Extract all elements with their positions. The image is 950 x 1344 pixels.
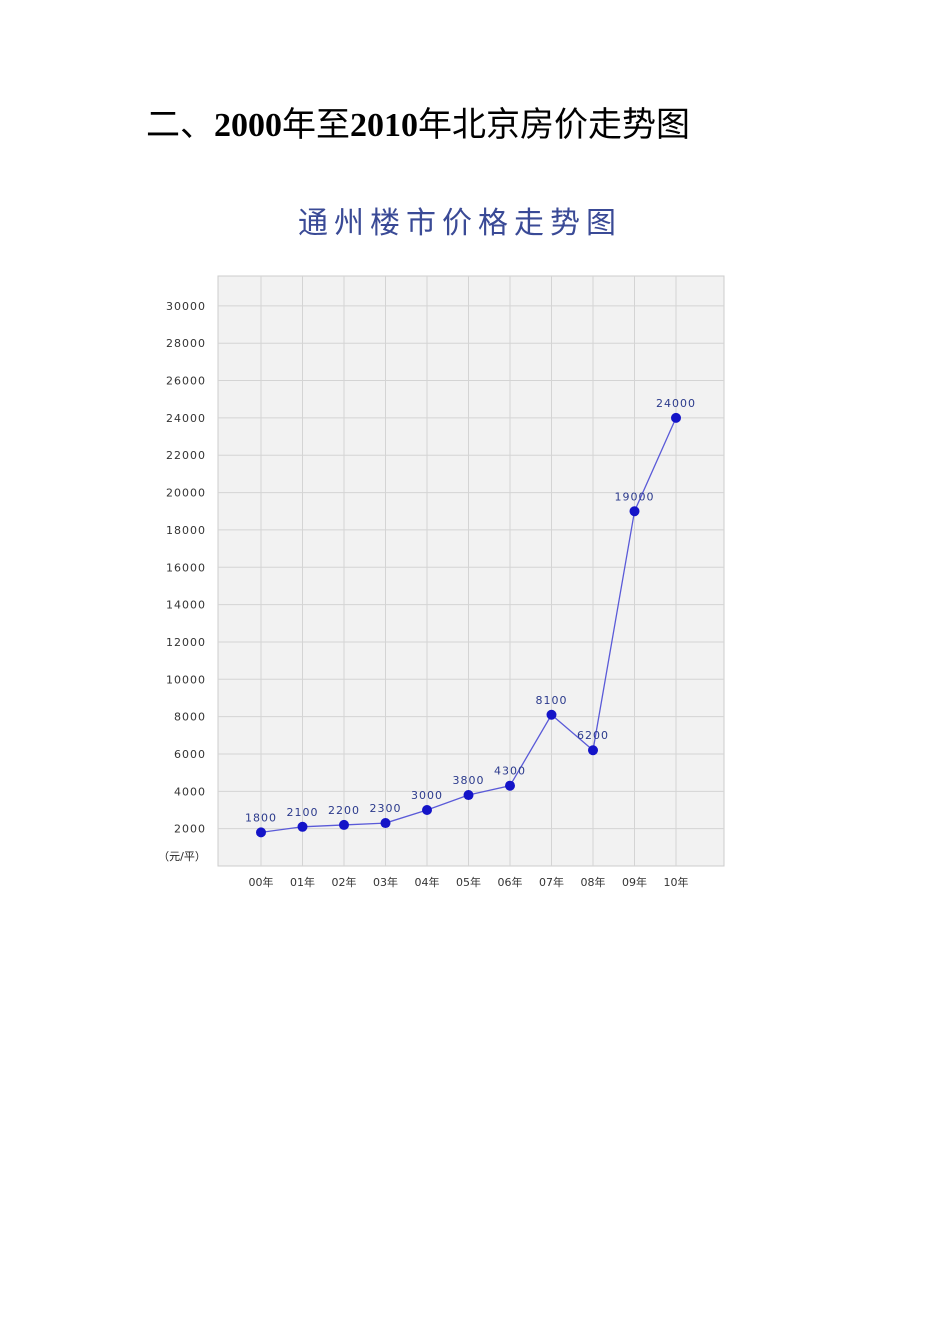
page-heading: 二、2000年至2010年北京房价走势图	[146, 100, 690, 151]
data-label: 8100	[536, 694, 568, 707]
y-tick-label: 22000	[166, 449, 206, 462]
x-tick-label: 09年	[622, 875, 647, 889]
x-tick-label: 10年	[664, 875, 689, 889]
data-label: 3000	[411, 789, 443, 802]
y-tick-label: 24000	[166, 412, 206, 425]
y-tick-label: 18000	[166, 524, 206, 537]
x-tick-label: 07年	[539, 875, 564, 889]
x-tick-label: 06年	[498, 875, 523, 889]
y-unit-label: （元/平）	[158, 850, 206, 863]
data-label: 4300	[494, 765, 526, 778]
data-point	[629, 506, 640, 517]
y-tick-label: 2000	[174, 823, 206, 836]
y-tick-label: 6000	[174, 748, 206, 761]
y-tick-label: 16000	[166, 561, 206, 574]
data-label: 19000	[615, 490, 655, 503]
chart-title: 通州楼市价格走势图	[298, 206, 622, 241]
data-point	[588, 745, 598, 756]
data-point	[380, 818, 391, 829]
x-tick-label: 03年	[373, 875, 398, 889]
x-tick-label: 00年	[249, 875, 274, 889]
y-tick-label: 30000	[166, 300, 206, 313]
data-point	[297, 821, 308, 832]
y-tick-label: 28000	[166, 337, 206, 350]
data-label: 3800	[453, 774, 485, 787]
y-tick-label: 4000	[174, 785, 206, 798]
data-point	[671, 412, 681, 423]
data-label: 24000	[656, 397, 696, 410]
x-tick-label: 01年	[290, 875, 315, 889]
y-tick-label: 14000	[166, 599, 206, 612]
y-tick-label: 26000	[166, 375, 206, 388]
data-point	[339, 819, 349, 830]
x-tick-label: 04年	[415, 875, 440, 889]
data-label: 6200	[577, 729, 609, 742]
data-label: 1800	[245, 811, 277, 824]
heading-middle: 年至	[282, 105, 350, 145]
x-tick-label: 02年	[332, 875, 357, 889]
heading-prefix: 二、	[146, 105, 214, 145]
data-label: 2100	[287, 806, 319, 819]
data-point	[422, 804, 432, 815]
heading-year-end: 2010	[350, 107, 418, 144]
y-tick-label: 8000	[174, 711, 206, 724]
data-point	[505, 780, 515, 791]
y-tick-label: 20000	[166, 487, 206, 500]
heading-year-start: 2000	[214, 107, 282, 144]
data-point	[463, 790, 474, 801]
data-point	[256, 827, 266, 838]
y-tick-label: 12000	[166, 636, 206, 649]
data-point	[546, 709, 557, 720]
heading-suffix: 年北京房价走势图	[418, 105, 690, 145]
data-label: 2200	[328, 804, 360, 817]
y-tick-label: 10000	[166, 673, 206, 686]
x-tick-label: 08年	[581, 875, 606, 889]
x-tick-label: 05年	[456, 875, 481, 889]
data-label: 2300	[370, 802, 402, 815]
